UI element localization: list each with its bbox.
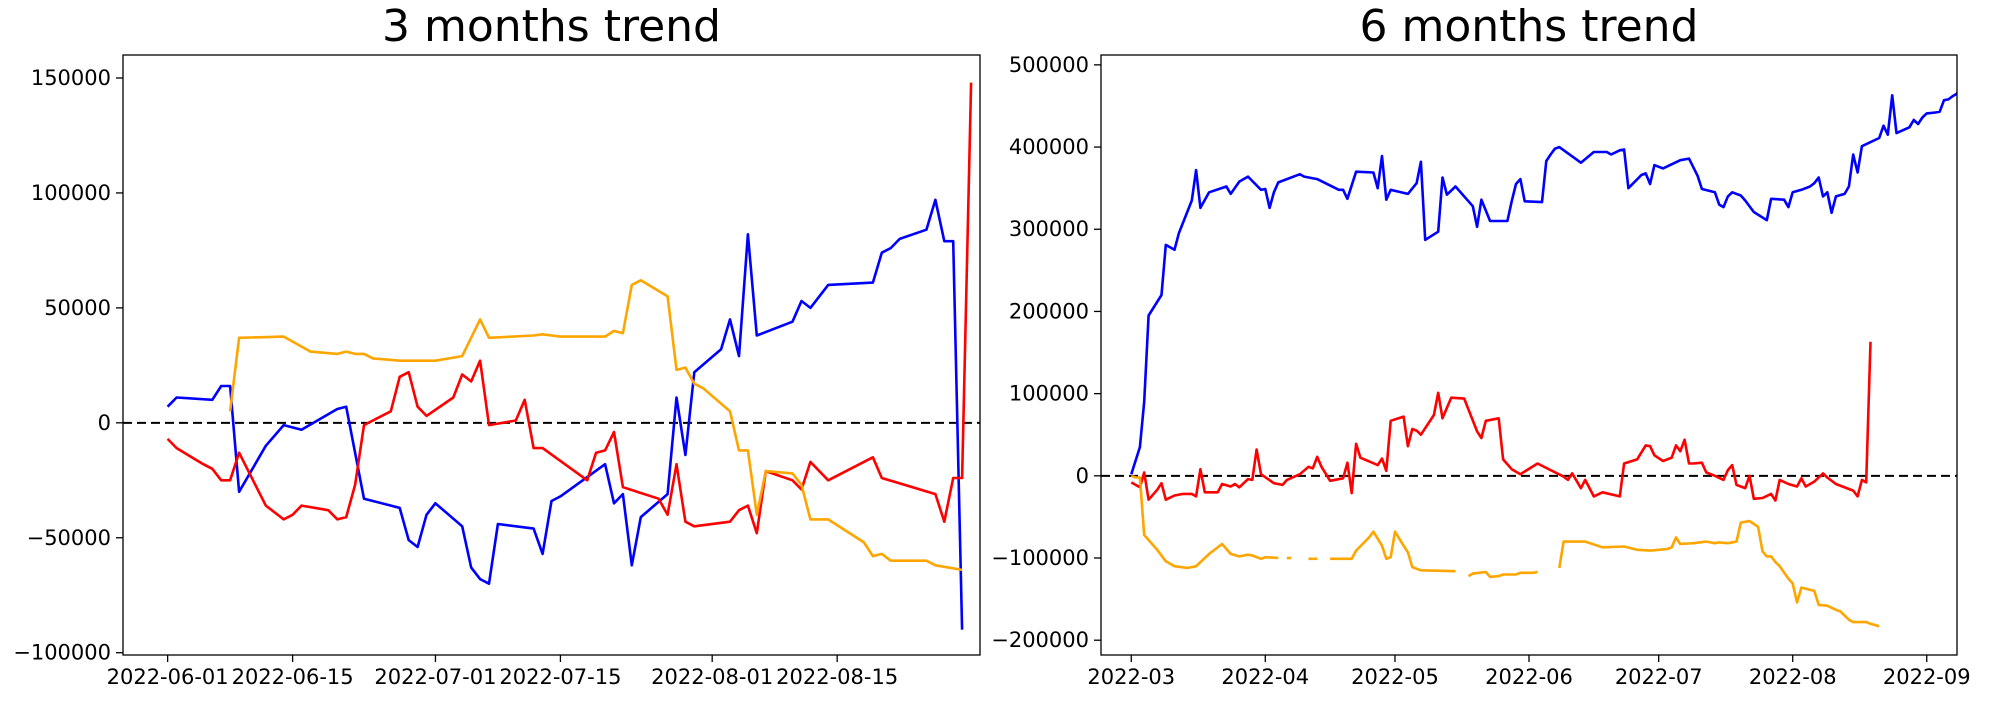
series-line-0 <box>166 198 964 630</box>
y-tick-label: 0 <box>1076 464 1089 488</box>
x-tick-label: 2022-06-01 <box>107 665 229 689</box>
series-line-1 <box>166 82 973 535</box>
series-line-2-segment-0 <box>1130 474 1279 570</box>
x-tick-label: 2022-06-15 <box>232 665 354 689</box>
plot-area <box>1101 90 1957 628</box>
x-tick-label: 2022-07-01 <box>374 665 496 689</box>
y-tick-label: −100000 <box>991 546 1089 570</box>
y-tick-label: 200000 <box>1009 299 1089 323</box>
y-tick-label: 400000 <box>1009 135 1089 159</box>
panel-6-months: 6 months trend 2022-03 2022-04 2022-05 2022-… <box>991 1 1971 689</box>
y-tick-label: 0 <box>98 411 111 435</box>
series-line-2-segment-4 <box>1467 570 1538 579</box>
chart-title: 3 months trend <box>382 1 721 52</box>
x-tick-label: 2022-05 <box>1351 665 1439 689</box>
y-tick-label: −50000 <box>27 526 111 550</box>
series-line-0 <box>1130 90 1957 475</box>
axes-frame <box>122 54 981 656</box>
x-tick-label: 2022-08-01 <box>651 665 773 689</box>
series-line-2-segment-5 <box>1558 519 1880 628</box>
plot-area <box>123 82 980 630</box>
y-tick-label: 500000 <box>1009 53 1089 77</box>
y-tick-label: −200000 <box>991 628 1089 652</box>
panel-3-months: 3 months trend 2022-06-01 2022-06-15 2022-0… <box>13 1 981 689</box>
x-tick-label: 2022-04 <box>1221 665 1309 689</box>
y-tick-label: 100000 <box>31 181 111 205</box>
series-line-1 <box>1130 341 1872 502</box>
x-tick-label: 2022-06 <box>1485 665 1573 689</box>
series-line-2-segment-3 <box>1330 530 1456 573</box>
x-tick-label: 2022-08-15 <box>776 665 898 689</box>
axes-frame <box>1100 54 1958 656</box>
x-tick-label: 2022-08 <box>1749 665 1837 689</box>
series-line-2 <box>228 278 963 572</box>
x-tick-label: 2022-09 <box>1883 665 1971 689</box>
y-tick-label: 150000 <box>31 66 111 90</box>
x-tick-label: 2022-03 <box>1087 665 1175 689</box>
y-tick-label: 300000 <box>1009 217 1089 241</box>
chart-title: 6 months trend <box>1360 1 1699 52</box>
x-tick-label: 2022-07-15 <box>499 665 621 689</box>
y-tick-label: 100000 <box>1009 382 1089 406</box>
x-tick-label: 2022-07 <box>1615 665 1703 689</box>
y-tick-label: −100000 <box>13 641 111 665</box>
y-tick-label: 50000 <box>44 296 111 320</box>
